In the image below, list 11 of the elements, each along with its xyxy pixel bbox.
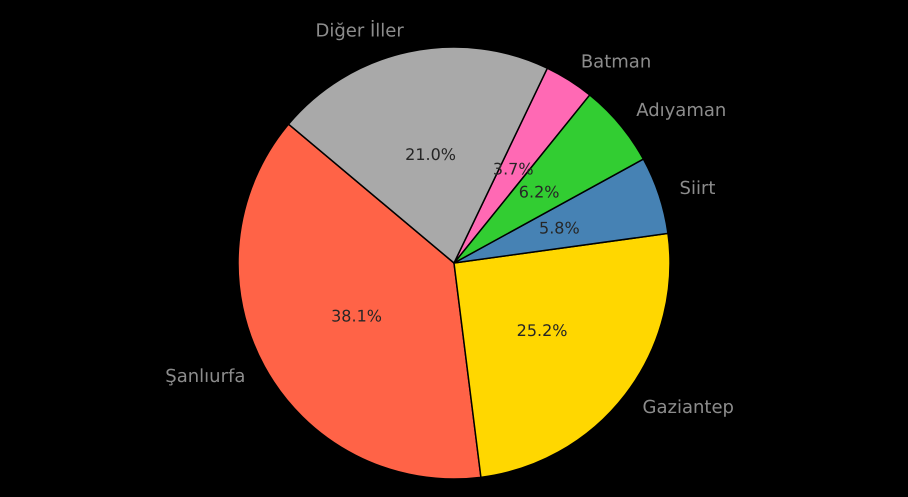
slice-label: Gaziantep [642,397,734,418]
data-label: 5.8% [539,218,580,238]
slice-label: Siirt [680,178,716,199]
slice-label: Şanlıurfa [165,366,246,388]
slice-label: Batman [580,52,652,73]
data-label: 25.2% [516,321,568,340]
data-label: 38.1% [331,306,382,326]
data-label: 21.0% [405,145,456,164]
slice-label: Adıyaman [636,100,726,122]
slice-label: Diğer İller [316,19,404,42]
data-label: 6.2% [518,182,560,202]
